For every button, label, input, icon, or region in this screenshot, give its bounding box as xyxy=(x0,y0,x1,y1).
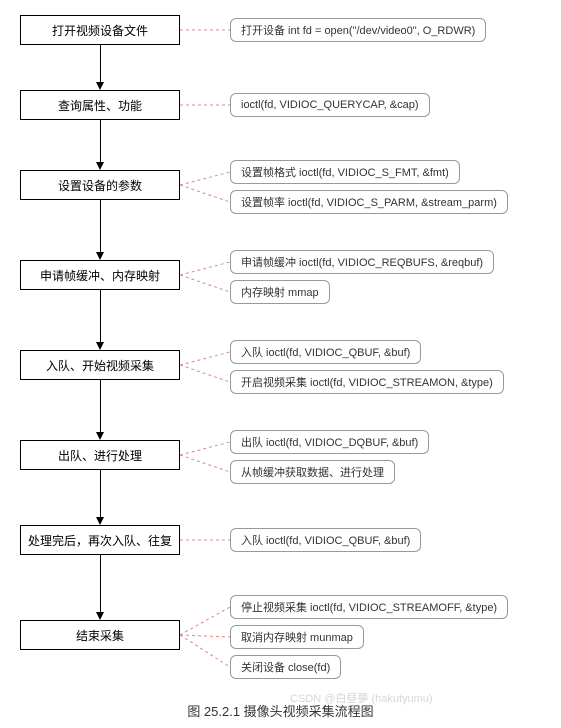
flow-arrow-head xyxy=(96,342,104,350)
detail-node: ioctl(fd, VIDIOC_QUERYCAP, &cap) xyxy=(230,93,430,117)
detail-node: 关闭设备 close(fd) xyxy=(230,655,341,679)
flow-node: 结束采集 xyxy=(20,620,180,650)
detail-node: 入队 ioctl(fd, VIDIOC_QBUF, &buf) xyxy=(230,528,421,552)
detail-node: 内存映射 mmap xyxy=(230,280,330,304)
flow-arrow-line xyxy=(100,200,101,254)
dashed-connector xyxy=(180,29,232,31)
flow-node: 设置设备的参数 xyxy=(20,170,180,200)
detail-node: 从帧缓冲获取数据、进行处理 xyxy=(230,460,395,484)
detail-node: 入队 ioctl(fd, VIDIOC_QBUF, &buf) xyxy=(230,340,421,364)
flow-node: 查询属性、功能 xyxy=(20,90,180,120)
flow-arrow-line xyxy=(100,470,101,519)
flow-arrow-head xyxy=(96,82,104,90)
flow-arrow-head xyxy=(96,432,104,440)
detail-node: 开启视频采集 ioctl(fd, VIDIOC_STREAMON, &type) xyxy=(230,370,504,394)
dashed-connector xyxy=(180,364,232,383)
detail-node: 申请帧缓冲 ioctl(fd, VIDIOC_REQBUFS, &reqbuf) xyxy=(230,250,494,274)
flow-arrow-line xyxy=(100,45,101,84)
detail-node: 设置帧格式 ioctl(fd, VIDIOC_S_FMT, &fmt) xyxy=(230,160,460,184)
detail-node: 设置帧率 ioctl(fd, VIDIOC_S_PARM, &stream_pa… xyxy=(230,190,508,214)
flow-arrow-line xyxy=(100,120,101,164)
flow-arrow-head xyxy=(96,517,104,525)
flow-node: 打开视频设备文件 xyxy=(20,15,180,45)
flow-arrow-line xyxy=(100,380,101,434)
dashed-connector xyxy=(180,454,232,473)
flow-node: 申请帧缓冲、内存映射 xyxy=(20,260,180,290)
dashed-connector xyxy=(180,104,232,106)
dashed-connector xyxy=(180,274,232,293)
flow-arrow-head xyxy=(96,612,104,620)
watermark: CSDN @白昼夢 (hakutyumu) xyxy=(290,690,433,706)
flow-arrow-line xyxy=(100,290,101,344)
detail-node: 出队 ioctl(fd, VIDIOC_DQBUF, &buf) xyxy=(230,430,429,454)
dashed-connector xyxy=(180,539,232,541)
flow-node: 处理完后，再次入队、往复 xyxy=(20,525,180,555)
caption: 图 25.2.1 摄像头视频采集流程图 xyxy=(0,701,561,720)
flow-arrow-head xyxy=(96,162,104,170)
flow-arrow-line xyxy=(100,555,101,614)
flow-node: 出队、进行处理 xyxy=(20,440,180,470)
flow-node: 入队、开始视频采集 xyxy=(20,350,180,380)
flow-arrow-head xyxy=(96,252,104,260)
detail-node: 停止视频采集 ioctl(fd, VIDIOC_STREAMOFF, &type… xyxy=(230,595,508,619)
dashed-connector xyxy=(180,184,232,203)
detail-node: 打开设备 int fd = open("/dev/video0", O_RDWR… xyxy=(230,18,486,42)
detail-node: 取消内存映射 munmap xyxy=(230,625,364,649)
dashed-connector xyxy=(180,606,232,636)
dashed-connector xyxy=(180,634,232,668)
